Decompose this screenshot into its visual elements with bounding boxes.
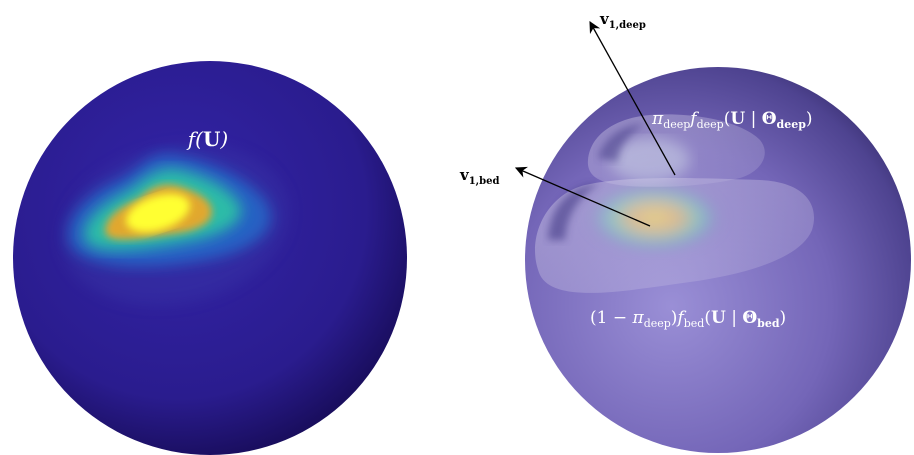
right-sphere: πdeepfdeep(U | Θdeep) (1 − πdeep)fbed(U … <box>514 20 911 453</box>
bed-component-label: (1 − πdeep)fbed(U | Θbed) <box>590 308 786 330</box>
density-heatmap <box>68 154 271 267</box>
v1-deep-arrow <box>589 20 676 176</box>
v1-deep-label: v1,deep <box>599 10 646 31</box>
density-label: f(U) <box>186 127 228 151</box>
deep-component-label: πdeepfdeep(U | Θdeep) <box>651 109 813 131</box>
left-sphere: f(U) <box>13 61 407 455</box>
v1-bed-arrow <box>514 166 651 227</box>
v1-bed-label: v1,bed <box>459 166 500 187</box>
